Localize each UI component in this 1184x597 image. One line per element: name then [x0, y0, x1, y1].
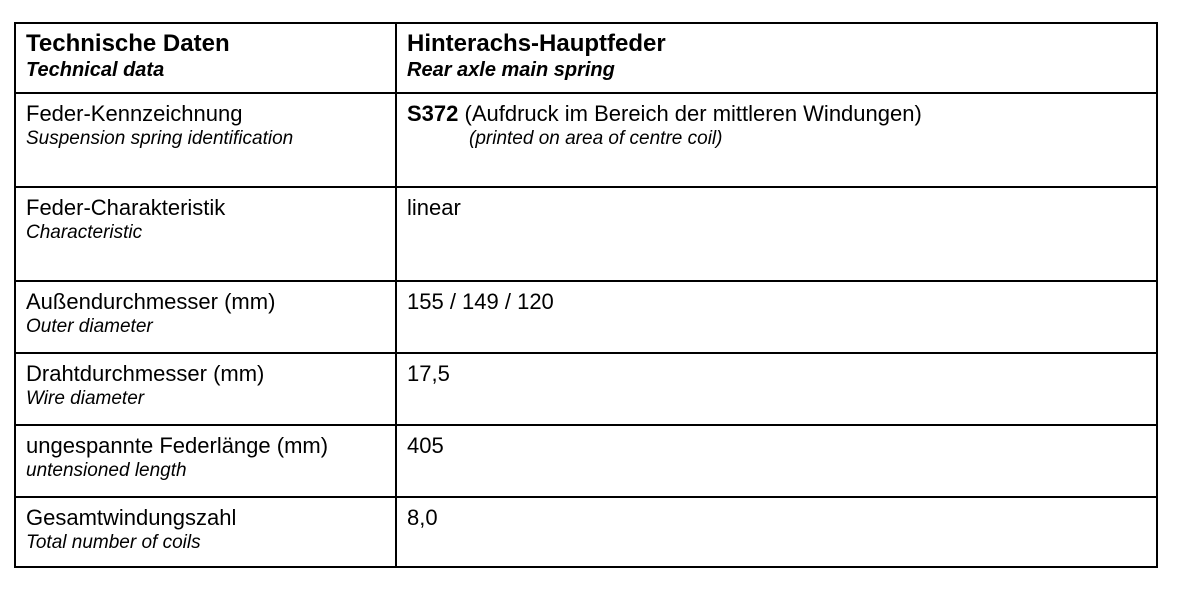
row-value-cell: 8,0: [395, 496, 1158, 568]
term-en: Suspension spring identification: [26, 128, 294, 149]
value-text: linear: [407, 195, 461, 220]
value-text: 405: [407, 433, 444, 458]
value-note-de: (Aufdruck im Bereich der mittleren Windu…: [458, 101, 922, 126]
row-term-cell: Gesamtwindungszahl Total number of coils: [14, 496, 397, 568]
header-term-en: Technical data: [26, 59, 165, 81]
table-header-row: Technische Daten Technical data Hinterac…: [14, 22, 1158, 94]
value-line: 17,5: [407, 360, 1148, 387]
value-line: 8,0: [407, 504, 1148, 531]
table-row: Feder-Kennzeichnung Suspension spring id…: [14, 92, 1158, 188]
value-text: 155 / 149 / 120: [407, 289, 554, 314]
term-de: Drahtdurchmesser (mm): [26, 361, 265, 386]
table-row: ungespannte Federlänge (mm) untensioned …: [14, 424, 1158, 498]
term-en: Wire diameter: [26, 388, 145, 409]
table-row: Feder-Charakteristik Characteristic line…: [14, 186, 1158, 282]
term-en: Characteristic: [26, 222, 143, 243]
row-value-cell: 17,5: [395, 352, 1158, 426]
row-value-cell: S372 (Aufdruck im Bereich der mittleren …: [395, 92, 1158, 188]
header-cell-value: Hinterachs-Hauptfeder Rear axle main spr…: [395, 22, 1158, 94]
header-term-de: Technische Daten: [26, 30, 230, 57]
term-de: Außendurchmesser (mm): [26, 289, 276, 314]
table-row: Außendurchmesser (mm) Outer diameter 155…: [14, 280, 1158, 354]
term-de: Gesamtwindungszahl: [26, 505, 237, 530]
term-de: Feder-Charakteristik: [26, 195, 226, 220]
table-row: Drahtdurchmesser (mm) Wire diameter 17,5: [14, 352, 1158, 426]
value-line: S372 (Aufdruck im Bereich der mittleren …: [407, 100, 1148, 127]
term-en: Total number of coils: [26, 532, 201, 553]
row-term-cell: Außendurchmesser (mm) Outer diameter: [14, 280, 397, 354]
value-text: 17,5: [407, 361, 450, 386]
term-de: Feder-Kennzeichnung: [26, 101, 243, 126]
row-term-cell: Feder-Kennzeichnung Suspension spring id…: [14, 92, 397, 188]
row-value-cell: 405: [395, 424, 1158, 498]
row-value-cell: linear: [395, 186, 1158, 282]
term-de: ungespannte Federlänge (mm): [26, 433, 329, 458]
header-value-en: Rear axle main spring: [407, 59, 615, 81]
technical-data-table: Technische Daten Technical data Hinterac…: [14, 22, 1158, 568]
header-value-de: Hinterachs-Hauptfeder: [407, 30, 666, 57]
table-row: Gesamtwindungszahl Total number of coils…: [14, 496, 1158, 568]
value-text: 8,0: [407, 505, 438, 530]
value-note-en: (printed on area of centre coil): [469, 128, 723, 149]
value-line: 155 / 149 / 120: [407, 288, 1148, 315]
term-en: untensioned length: [26, 460, 187, 481]
value-line: 405: [407, 432, 1148, 459]
row-term-cell: Drahtdurchmesser (mm) Wire diameter: [14, 352, 397, 426]
term-en: Outer diameter: [26, 316, 153, 337]
row-term-cell: ungespannte Federlänge (mm) untensioned …: [14, 424, 397, 498]
header-cell-term: Technische Daten Technical data: [14, 22, 397, 94]
value-line: linear: [407, 194, 1148, 221]
value-identifier: S372: [407, 101, 459, 126]
row-term-cell: Feder-Charakteristik Characteristic: [14, 186, 397, 282]
row-value-cell: 155 / 149 / 120: [395, 280, 1158, 354]
